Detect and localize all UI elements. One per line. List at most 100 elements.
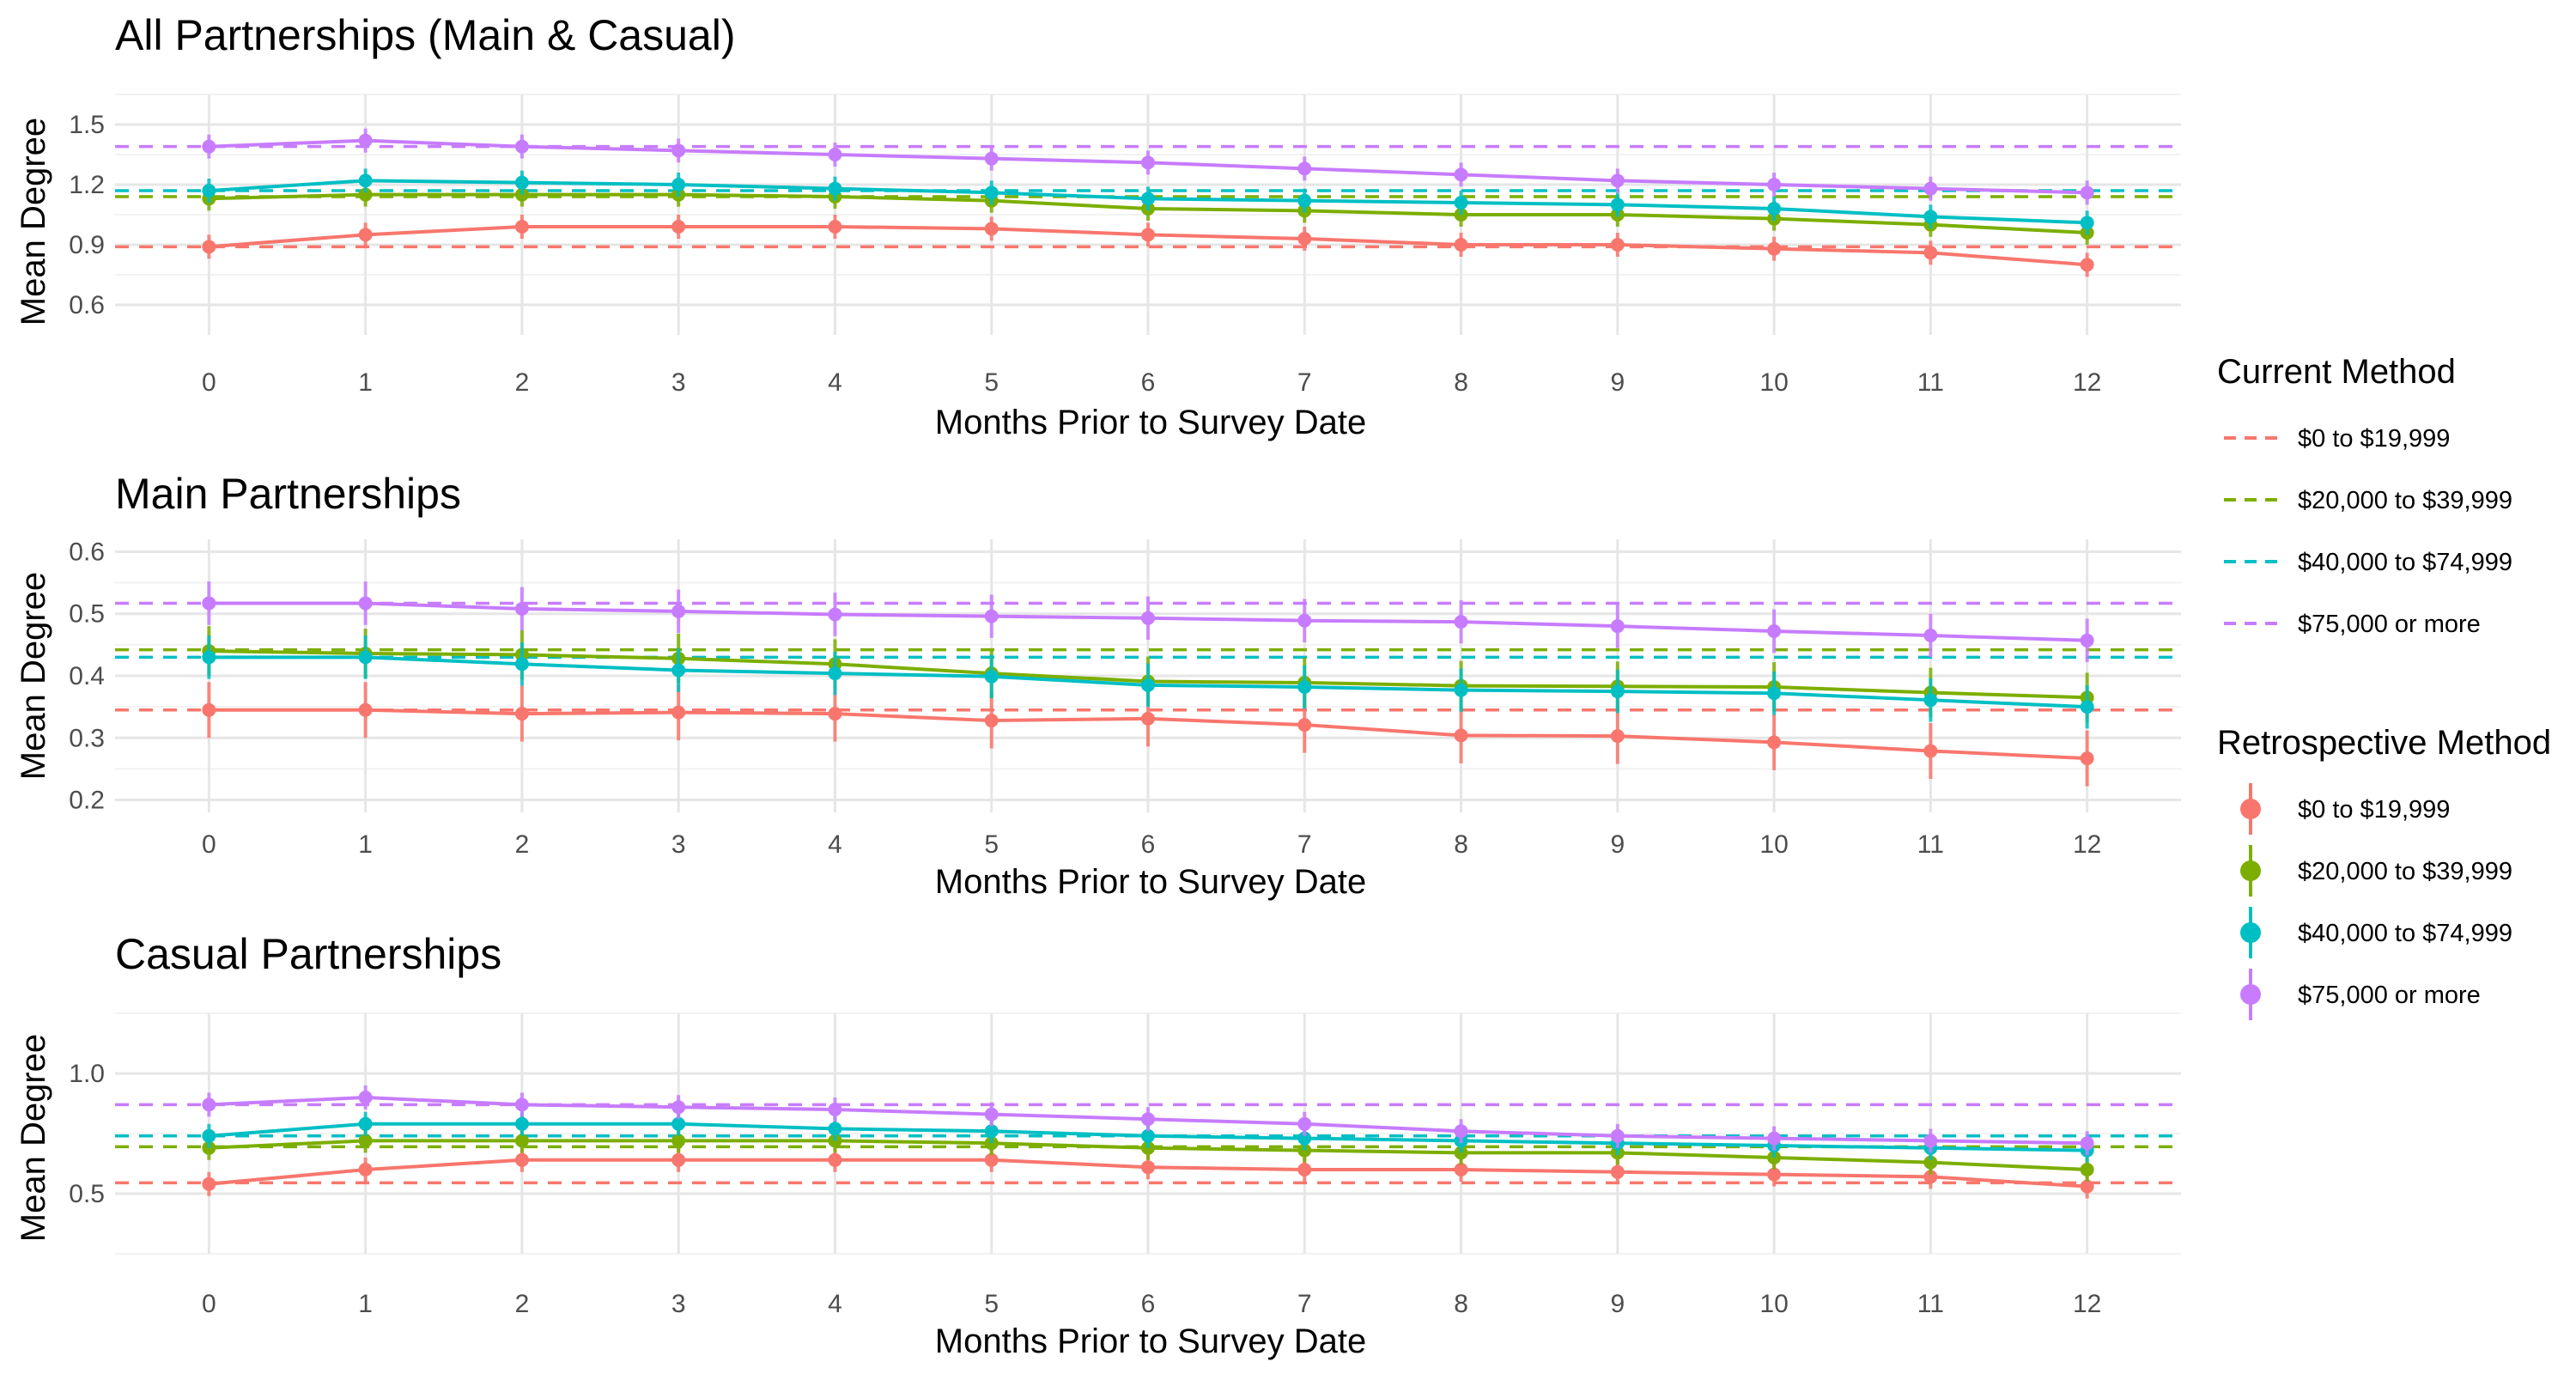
x-tick-label: 12 (2073, 830, 2101, 859)
data-point (514, 1152, 529, 1167)
series (202, 1147, 2094, 1199)
data-point (514, 1116, 529, 1131)
data-point (984, 151, 999, 166)
data-point (358, 173, 373, 188)
data-point (984, 669, 999, 684)
data-point (1454, 196, 1468, 210)
legend-label: $40,000 to $74,999 (2298, 549, 2512, 576)
data-point (1141, 1112, 1155, 1127)
x-tick-label: 11 (1917, 1290, 1944, 1318)
x-tick-label: 10 (1759, 1290, 1788, 1318)
legend-label: $0 to $19,999 (2298, 796, 2450, 824)
legend-current-method: Current Method $0 to $19,999 $20,000 to $… (2217, 353, 2512, 638)
x-tick-label: 11 (1917, 830, 1944, 859)
x-tick-label: 1 (358, 1290, 373, 1318)
data-point (1141, 611, 1155, 625)
data-point (1454, 238, 1468, 252)
data-point (1923, 1170, 1938, 1184)
x-tick-label: 8 (1454, 368, 1468, 397)
data-point (1141, 678, 1155, 692)
data-point (358, 133, 373, 148)
y-tick-label: 0.5 (69, 1180, 105, 1208)
data-point (514, 175, 529, 190)
plot-area: 0.20.30.40.50.60 1 2 3 4 5 6 7 8 9 10 11 12 (69, 538, 2181, 859)
data-point (671, 705, 686, 720)
data-point (1297, 1163, 1312, 1176)
data-point (1297, 613, 1312, 628)
x-axis-title: Months Prior to Survey Date (935, 404, 1366, 441)
x-tick-label: 8 (1454, 1290, 1468, 1318)
data-point (1610, 238, 1625, 252)
x-tick-label: 3 (671, 830, 686, 859)
data-point (1923, 181, 1938, 196)
x-tick-label: 2 (515, 1290, 530, 1318)
data-point (1297, 232, 1312, 246)
data-point (1297, 1131, 1312, 1146)
y-axis-title: Mean Degree (15, 572, 52, 780)
data-point (828, 181, 842, 196)
legend-key-point (2240, 860, 2261, 881)
panel-main-partnerships: Main Partnerships Mean Degree Months Pri… (15, 470, 2181, 901)
data-point (2080, 216, 2094, 230)
x-tick-label: 5 (984, 368, 999, 397)
data-point (202, 702, 216, 717)
data-point (1767, 178, 1782, 192)
data-point (984, 1107, 999, 1122)
data-point (1767, 241, 1782, 256)
data-point (1923, 246, 1938, 260)
x-tick-label: 7 (1297, 368, 1312, 397)
x-tick-label: 12 (2073, 1290, 2101, 1318)
data-point (514, 707, 529, 721)
y-tick-label: 1.2 (69, 171, 105, 199)
x-tick-label: 1 (358, 830, 373, 859)
legend-label: $40,000 to $74,999 (2298, 920, 2512, 947)
x-tick-label: 2 (515, 368, 530, 397)
data-point (671, 220, 686, 234)
y-tick-label: 1.0 (69, 1060, 105, 1088)
y-tick-label: 0.4 (69, 662, 105, 690)
x-axis-title: Months Prior to Survey Date (935, 1322, 1366, 1360)
data-point (1141, 192, 1155, 206)
x-tick-label: 6 (1141, 368, 1156, 397)
panel-title: All Partnerships (Main & Casual) (115, 11, 736, 59)
y-tick-label: 0.9 (69, 231, 105, 259)
data-point (1923, 1155, 1938, 1170)
series (202, 128, 2094, 205)
data-point (1610, 619, 1625, 634)
data-point (2080, 185, 2094, 200)
data-point (1141, 1160, 1155, 1175)
data-point (202, 240, 216, 254)
x-tick-label: 3 (671, 1290, 686, 1318)
x-axis-title: Months Prior to Survey Date (935, 863, 1366, 901)
data-point (1141, 228, 1155, 242)
data-point (514, 657, 529, 672)
x-tick-label: 8 (1454, 830, 1468, 859)
data-point (671, 143, 686, 158)
series (202, 1085, 2094, 1156)
panel-all-partnerships: All Partnerships (Main & Casual) Mean De… (15, 11, 2181, 441)
data-point (1767, 623, 1782, 638)
y-axis-title: Mean Degree (15, 1034, 52, 1242)
data-point (828, 707, 842, 721)
x-tick-label: 6 (1141, 830, 1156, 859)
data-point (1454, 167, 1468, 182)
x-tick-label: 7 (1297, 830, 1312, 859)
data-point (1454, 1163, 1468, 1176)
data-point (671, 1100, 686, 1115)
data-point (671, 1116, 686, 1131)
x-tick-label: 2 (515, 830, 530, 859)
data-point (828, 148, 842, 161)
data-point (2080, 1163, 2094, 1176)
data-point (828, 1122, 842, 1136)
x-tick-label: 5 (984, 1290, 999, 1318)
x-tick-label: 0 (202, 368, 216, 397)
data-point (1297, 718, 1312, 733)
data-point (828, 220, 842, 234)
data-point (984, 222, 999, 236)
x-tick-label: 12 (2073, 368, 2101, 397)
legend-label: $0 to $19,999 (2298, 425, 2450, 453)
data-point (358, 596, 373, 611)
data-point (1610, 173, 1625, 188)
data-point (1923, 629, 1938, 643)
